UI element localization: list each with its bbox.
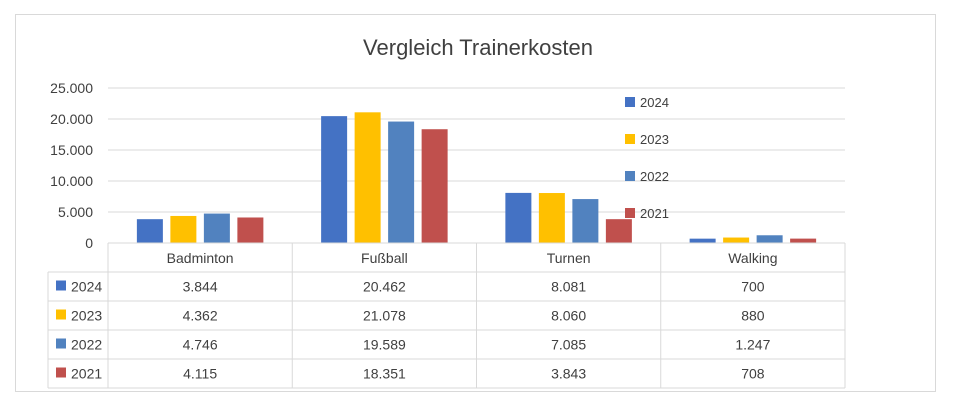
bar-2024-turnen <box>505 192 532 243</box>
table-key-2021 <box>56 367 66 378</box>
bar-2022-walking <box>756 235 783 243</box>
bar-2021-badminton <box>237 217 264 243</box>
data-label: 21.078 <box>363 308 406 324</box>
data-label: 3.843 <box>551 366 586 382</box>
legend-label: 2023 <box>640 132 669 147</box>
data-label: 8.081 <box>551 279 586 295</box>
data-label: 4.362 <box>183 308 218 324</box>
data-label: 700 <box>741 279 765 295</box>
table-series-name: 2021 <box>71 366 102 382</box>
bar-2021-turnen <box>605 219 632 243</box>
table-series-name: 2022 <box>71 337 102 353</box>
data-label: 708 <box>741 366 765 382</box>
table-key-2022 <box>56 338 66 349</box>
legend-swatch-2022 <box>625 171 635 181</box>
table-series-name: 2023 <box>71 308 102 324</box>
category-label: Badminton <box>167 250 234 266</box>
table-key-2023 <box>56 309 66 320</box>
legend-label: 2024 <box>640 95 669 110</box>
data-label: 3.844 <box>183 279 218 295</box>
legend-swatch-2021 <box>625 208 635 218</box>
y-tick-label: 0 <box>85 235 93 251</box>
bar-2023-turnen <box>538 193 565 243</box>
category-label: Turnen <box>547 250 591 266</box>
y-axis-ticks: 0 5.000 10.000 15.000 20.000 25.000 <box>50 80 93 251</box>
data-label: 1.247 <box>735 337 770 353</box>
y-tick-label: 10.000 <box>50 173 93 189</box>
bar-2022-fußball <box>388 121 415 243</box>
data-label: 4.115 <box>183 366 217 382</box>
data-table: Badminton Fußball Turnen Walking 2024 3.844 20… <box>47 242 846 389</box>
bar-2024-fußball <box>321 116 348 243</box>
legend-label: 2021 <box>640 206 669 221</box>
data-label: 7.085 <box>551 337 586 353</box>
table-series-name: 2024 <box>71 279 102 295</box>
y-tick-label: 25.000 <box>50 80 93 96</box>
data-label: 4.746 <box>183 337 218 353</box>
data-label: 18.351 <box>363 366 406 382</box>
bar-2024-badminton <box>136 219 163 243</box>
data-label: 19.589 <box>363 337 406 353</box>
legend: 2024 2023 2022 2021 <box>625 95 669 221</box>
chart-title: Vergleich Trainerkosten <box>363 35 593 60</box>
data-label: 880 <box>741 308 765 324</box>
grid-lines <box>108 87 845 213</box>
y-tick-label: 5.000 <box>58 204 93 220</box>
bar-2021-fußball <box>421 129 448 243</box>
legend-label: 2022 <box>640 169 669 184</box>
data-label: 20.462 <box>363 279 406 295</box>
category-label: Fußball <box>361 250 408 266</box>
bars <box>136 112 817 243</box>
y-tick-label: 15.000 <box>50 142 93 158</box>
data-label: 8.060 <box>551 308 586 324</box>
legend-swatch-2023 <box>625 134 635 144</box>
chart-frame <box>15 14 936 392</box>
bar-2023-walking <box>723 237 750 243</box>
category-label: Walking <box>728 250 777 266</box>
bar-2023-badminton <box>170 215 197 243</box>
table-key-2024 <box>56 280 66 291</box>
bar-2021-walking <box>790 238 817 243</box>
bar-2022-turnen <box>572 199 599 243</box>
bar-2022-badminton <box>203 213 230 243</box>
legend-swatch-2024 <box>625 97 635 107</box>
bar-2023-fußball <box>354 112 381 243</box>
y-tick-label: 20.000 <box>50 111 93 127</box>
bar-2024-walking <box>689 238 716 243</box>
